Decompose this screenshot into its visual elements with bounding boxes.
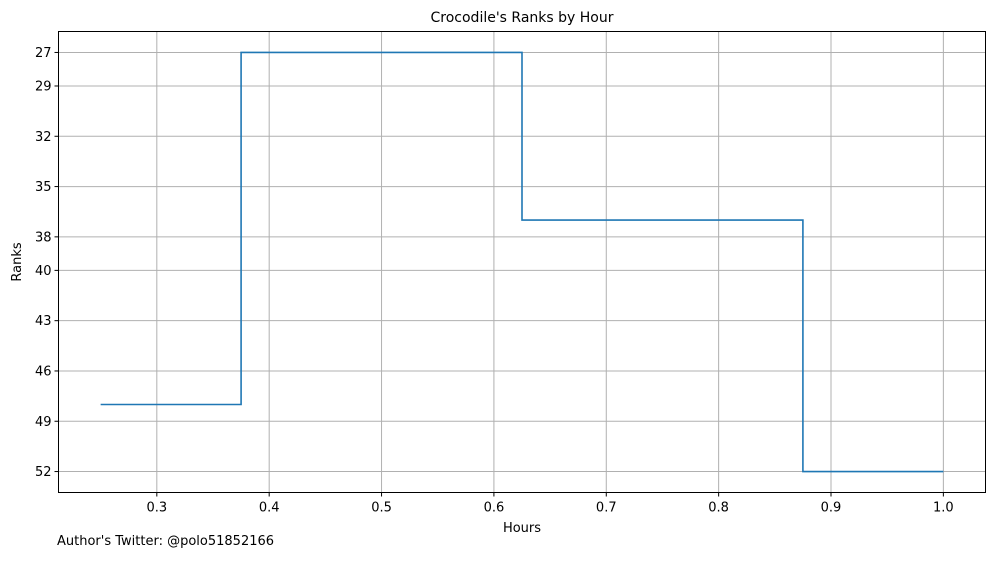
y-tick-label: 27 [35, 46, 52, 61]
y-tick-label: 29 [35, 79, 52, 94]
chart-title: Crocodile's Ranks by Hour [431, 10, 614, 26]
y-tick-label: 40 [35, 264, 52, 279]
grid [58, 31, 986, 493]
x-axis-ticks: 0.3 0.4 0.5 0.6 0.7 0.8 0.9 1.0 [146, 492, 954, 516]
x-tick-label: 0.4 [259, 501, 280, 516]
y-tick-label: 46 [35, 364, 52, 379]
x-tick-label: 0.6 [484, 501, 505, 516]
y-tick-label: 43 [35, 314, 52, 329]
y-tick-label: 49 [35, 415, 52, 430]
plot-frame [58, 31, 986, 493]
y-tick-label: 38 [35, 230, 52, 245]
x-tick-label: 0.8 [708, 501, 729, 516]
author-note: Author's Twitter: @polo51852166 [57, 534, 275, 549]
x-tick-label: 0.7 [596, 501, 617, 516]
y-axis-label: Ranks [10, 242, 25, 281]
x-tick-label: 0.9 [821, 501, 842, 516]
x-tick-label: 1.0 [933, 501, 954, 516]
x-tick-label: 0.5 [371, 501, 392, 516]
y-tick-label: 35 [35, 180, 52, 195]
y-axis-ticks: 27 29 32 35 38 40 43 46 49 52 [35, 46, 59, 480]
x-tick-label: 0.3 [146, 501, 167, 516]
y-tick-label: 32 [35, 130, 52, 145]
series-line [100, 51, 944, 473]
x-axis-label: Hours [503, 521, 541, 536]
y-tick-label: 52 [35, 465, 52, 480]
